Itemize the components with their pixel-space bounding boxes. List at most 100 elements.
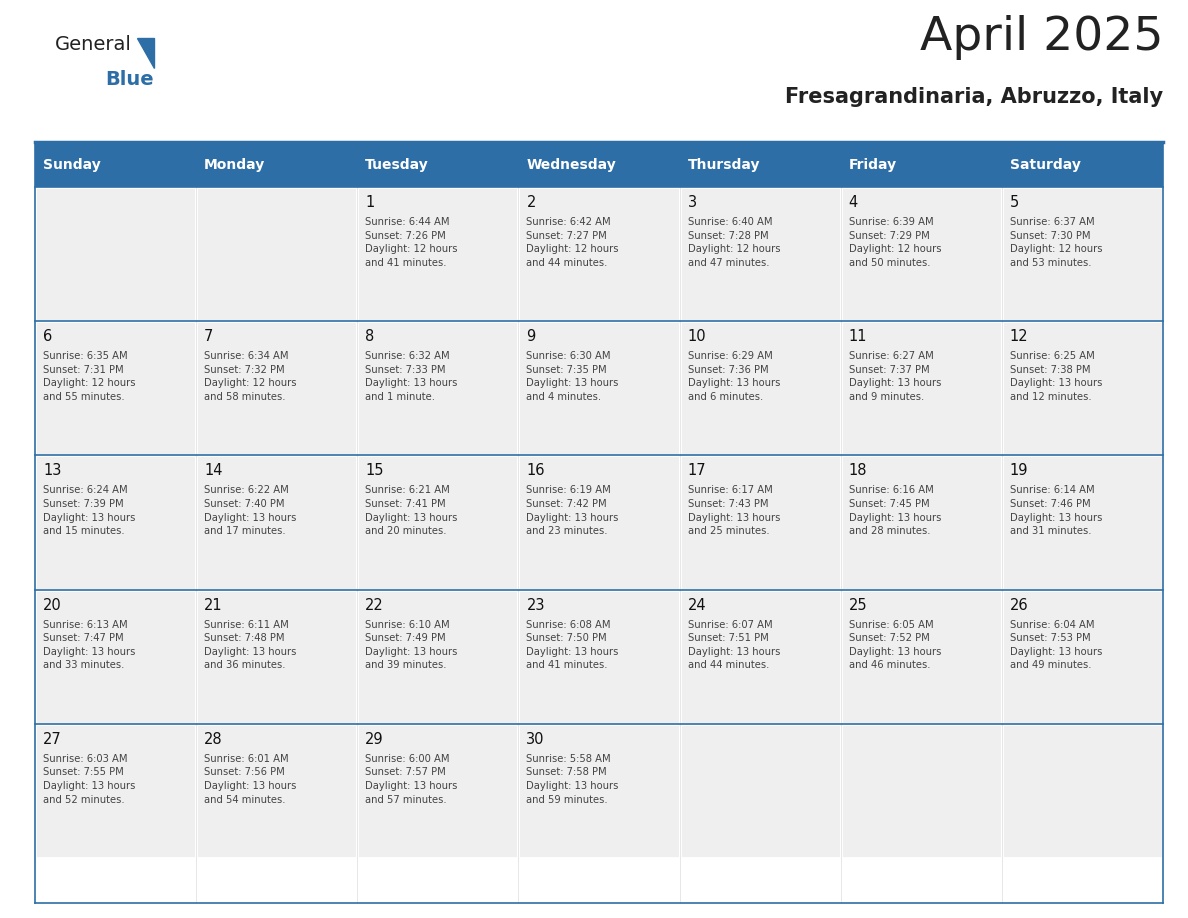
Text: 1: 1 <box>365 195 374 210</box>
Bar <box>518 321 680 455</box>
Text: Fresagrandinaria, Abruzzo, Italy: Fresagrandinaria, Abruzzo, Italy <box>785 87 1163 107</box>
Text: Saturday: Saturday <box>1010 158 1081 172</box>
Bar <box>841 589 1001 723</box>
Bar <box>358 723 518 858</box>
Text: 27: 27 <box>43 732 62 747</box>
Text: 5: 5 <box>1010 195 1019 210</box>
Text: 20: 20 <box>43 598 62 612</box>
Bar <box>841 723 1001 858</box>
Bar <box>196 187 358 321</box>
Bar <box>358 142 518 187</box>
Text: 30: 30 <box>526 732 545 747</box>
Text: Sunrise: 6:37 AM
Sunset: 7:30 PM
Daylight: 12 hours
and 53 minutes.: Sunrise: 6:37 AM Sunset: 7:30 PM Dayligh… <box>1010 217 1102 268</box>
Bar <box>680 723 841 858</box>
Text: 24: 24 <box>688 598 706 612</box>
Text: Sunrise: 6:35 AM
Sunset: 7:31 PM
Daylight: 12 hours
and 55 minutes.: Sunrise: 6:35 AM Sunset: 7:31 PM Dayligh… <box>43 352 135 402</box>
Text: 19: 19 <box>1010 464 1029 478</box>
Text: 14: 14 <box>204 464 222 478</box>
Bar <box>196 321 358 455</box>
Text: Sunrise: 6:11 AM
Sunset: 7:48 PM
Daylight: 13 hours
and 36 minutes.: Sunrise: 6:11 AM Sunset: 7:48 PM Dayligh… <box>204 620 297 670</box>
Text: 22: 22 <box>365 598 384 612</box>
Bar <box>518 723 680 858</box>
Bar <box>34 142 196 187</box>
Text: 25: 25 <box>848 598 867 612</box>
Bar <box>1001 142 1163 187</box>
Text: Monday: Monday <box>204 158 265 172</box>
Bar <box>358 187 518 321</box>
Text: 15: 15 <box>365 464 384 478</box>
Text: Sunrise: 6:08 AM
Sunset: 7:50 PM
Daylight: 13 hours
and 41 minutes.: Sunrise: 6:08 AM Sunset: 7:50 PM Dayligh… <box>526 620 619 670</box>
Text: 7: 7 <box>204 330 214 344</box>
Text: 9: 9 <box>526 330 536 344</box>
Bar <box>358 321 518 455</box>
Text: Sunrise: 6:21 AM
Sunset: 7:41 PM
Daylight: 13 hours
and 20 minutes.: Sunrise: 6:21 AM Sunset: 7:41 PM Dayligh… <box>365 486 457 536</box>
Text: Sunrise: 6:14 AM
Sunset: 7:46 PM
Daylight: 13 hours
and 31 minutes.: Sunrise: 6:14 AM Sunset: 7:46 PM Dayligh… <box>1010 486 1102 536</box>
Bar <box>34 187 196 321</box>
Bar <box>1001 321 1163 455</box>
Bar <box>1001 187 1163 321</box>
Bar <box>841 142 1001 187</box>
Text: 26: 26 <box>1010 598 1029 612</box>
Text: Tuesday: Tuesday <box>365 158 429 172</box>
Text: Sunrise: 6:00 AM
Sunset: 7:57 PM
Daylight: 13 hours
and 57 minutes.: Sunrise: 6:00 AM Sunset: 7:57 PM Dayligh… <box>365 754 457 804</box>
Bar <box>680 142 841 187</box>
Text: Sunrise: 6:07 AM
Sunset: 7:51 PM
Daylight: 13 hours
and 44 minutes.: Sunrise: 6:07 AM Sunset: 7:51 PM Dayligh… <box>688 620 781 670</box>
Bar <box>358 455 518 589</box>
Bar <box>1001 455 1163 589</box>
Bar <box>34 321 196 455</box>
Bar <box>841 455 1001 589</box>
Text: 8: 8 <box>365 330 374 344</box>
Bar <box>518 142 680 187</box>
Bar <box>196 455 358 589</box>
Text: 3: 3 <box>688 195 696 210</box>
Bar <box>680 589 841 723</box>
Text: 13: 13 <box>43 464 62 478</box>
Bar <box>34 589 196 723</box>
Text: Sunrise: 6:40 AM
Sunset: 7:28 PM
Daylight: 12 hours
and 47 minutes.: Sunrise: 6:40 AM Sunset: 7:28 PM Dayligh… <box>688 217 781 268</box>
Bar <box>518 455 680 589</box>
Text: Sunrise: 6:29 AM
Sunset: 7:36 PM
Daylight: 13 hours
and 6 minutes.: Sunrise: 6:29 AM Sunset: 7:36 PM Dayligh… <box>688 352 781 402</box>
Text: 28: 28 <box>204 732 223 747</box>
Text: Sunrise: 6:44 AM
Sunset: 7:26 PM
Daylight: 12 hours
and 41 minutes.: Sunrise: 6:44 AM Sunset: 7:26 PM Dayligh… <box>365 217 457 268</box>
Bar <box>1001 589 1163 723</box>
Text: 17: 17 <box>688 464 706 478</box>
Text: 2: 2 <box>526 195 536 210</box>
Text: Sunrise: 6:34 AM
Sunset: 7:32 PM
Daylight: 12 hours
and 58 minutes.: Sunrise: 6:34 AM Sunset: 7:32 PM Dayligh… <box>204 352 297 402</box>
Text: 6: 6 <box>43 330 52 344</box>
Text: 18: 18 <box>848 464 867 478</box>
Text: Sunrise: 5:58 AM
Sunset: 7:58 PM
Daylight: 13 hours
and 59 minutes.: Sunrise: 5:58 AM Sunset: 7:58 PM Dayligh… <box>526 754 619 804</box>
Text: Sunrise: 6:27 AM
Sunset: 7:37 PM
Daylight: 13 hours
and 9 minutes.: Sunrise: 6:27 AM Sunset: 7:37 PM Dayligh… <box>848 352 941 402</box>
Text: Sunrise: 6:13 AM
Sunset: 7:47 PM
Daylight: 13 hours
and 33 minutes.: Sunrise: 6:13 AM Sunset: 7:47 PM Dayligh… <box>43 620 135 670</box>
Text: 4: 4 <box>848 195 858 210</box>
Bar <box>34 723 196 858</box>
Text: Sunrise: 6:01 AM
Sunset: 7:56 PM
Daylight: 13 hours
and 54 minutes.: Sunrise: 6:01 AM Sunset: 7:56 PM Dayligh… <box>204 754 297 804</box>
Text: 10: 10 <box>688 330 706 344</box>
Polygon shape <box>137 38 154 68</box>
Text: Thursday: Thursday <box>688 158 760 172</box>
Text: Wednesday: Wednesday <box>526 158 617 172</box>
Text: Sunrise: 6:30 AM
Sunset: 7:35 PM
Daylight: 13 hours
and 4 minutes.: Sunrise: 6:30 AM Sunset: 7:35 PM Dayligh… <box>526 352 619 402</box>
Bar <box>196 589 358 723</box>
Text: Sunrise: 6:25 AM
Sunset: 7:38 PM
Daylight: 13 hours
and 12 minutes.: Sunrise: 6:25 AM Sunset: 7:38 PM Dayligh… <box>1010 352 1102 402</box>
Text: 12: 12 <box>1010 330 1029 344</box>
Bar <box>680 321 841 455</box>
Text: Blue: Blue <box>105 70 153 89</box>
Text: Sunrise: 6:24 AM
Sunset: 7:39 PM
Daylight: 13 hours
and 15 minutes.: Sunrise: 6:24 AM Sunset: 7:39 PM Dayligh… <box>43 486 135 536</box>
Bar <box>34 455 196 589</box>
Bar <box>358 589 518 723</box>
Text: Sunrise: 6:17 AM
Sunset: 7:43 PM
Daylight: 13 hours
and 25 minutes.: Sunrise: 6:17 AM Sunset: 7:43 PM Dayligh… <box>688 486 781 536</box>
Bar <box>1001 723 1163 858</box>
Bar <box>518 187 680 321</box>
Text: Sunrise: 6:03 AM
Sunset: 7:55 PM
Daylight: 13 hours
and 52 minutes.: Sunrise: 6:03 AM Sunset: 7:55 PM Dayligh… <box>43 754 135 804</box>
Text: 21: 21 <box>204 598 223 612</box>
Bar <box>196 723 358 858</box>
Bar <box>841 187 1001 321</box>
Bar <box>518 589 680 723</box>
Text: April 2025: April 2025 <box>920 15 1163 60</box>
Text: Sunday: Sunday <box>43 158 101 172</box>
Text: General: General <box>55 35 132 54</box>
Text: Sunrise: 6:22 AM
Sunset: 7:40 PM
Daylight: 13 hours
and 17 minutes.: Sunrise: 6:22 AM Sunset: 7:40 PM Dayligh… <box>204 486 297 536</box>
Text: Sunrise: 6:32 AM
Sunset: 7:33 PM
Daylight: 13 hours
and 1 minute.: Sunrise: 6:32 AM Sunset: 7:33 PM Dayligh… <box>365 352 457 402</box>
Bar <box>841 321 1001 455</box>
Text: 16: 16 <box>526 464 545 478</box>
